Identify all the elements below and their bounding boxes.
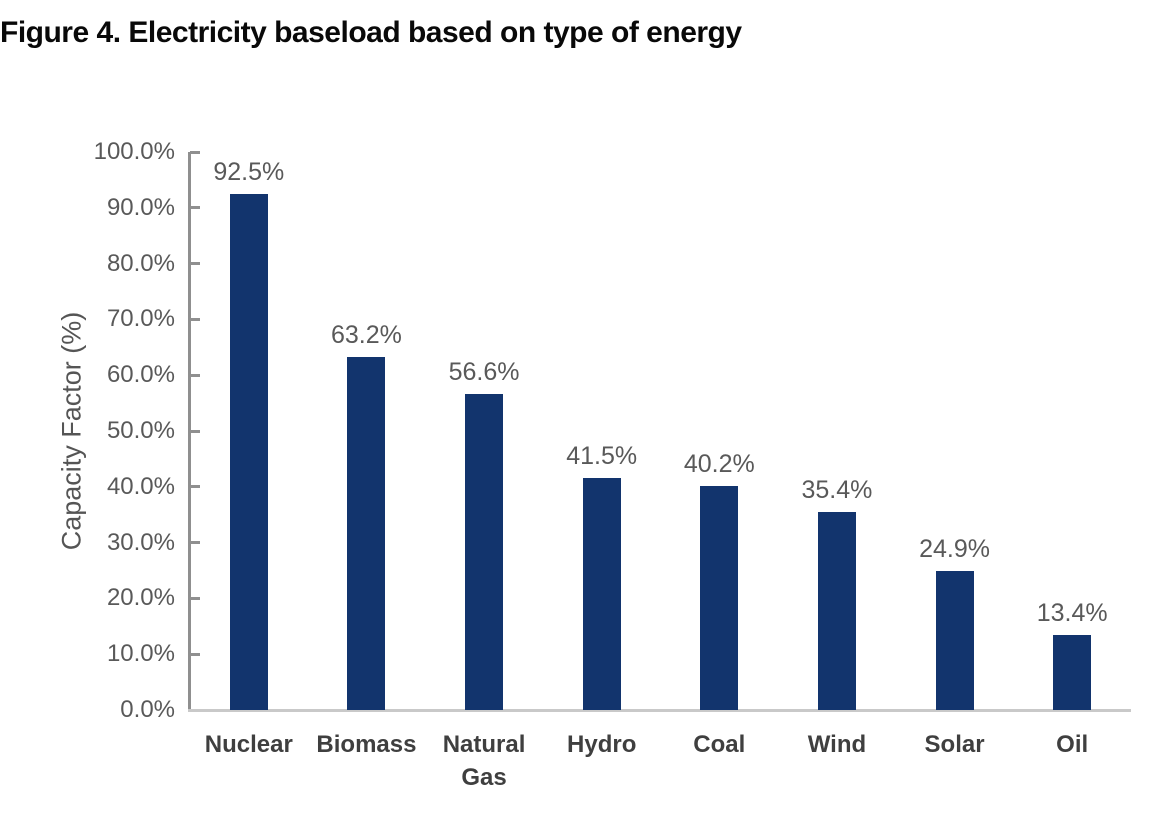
bar-value-label-oil: 13.4% xyxy=(1036,599,1108,628)
y-axis-tick xyxy=(190,485,200,489)
y-axis-tick xyxy=(190,262,200,266)
y-axis-tick-label: 30.0% xyxy=(106,528,175,556)
bar-wind xyxy=(817,512,856,710)
bar-value-label-nuclear: 92.5% xyxy=(213,157,285,186)
y-axis-tick xyxy=(190,150,200,154)
x-axis-line xyxy=(188,709,1131,712)
y-axis-tick-label: 90.0% xyxy=(106,193,175,221)
y-axis-tick xyxy=(190,541,200,545)
y-axis-tick-label: 70.0% xyxy=(106,305,175,333)
y-axis-tick-label: 0.0% xyxy=(120,696,175,723)
y-axis-tick-label: 50.0% xyxy=(106,417,175,444)
y-axis-tick xyxy=(190,317,200,321)
y-axis-tick-label: 40.0% xyxy=(106,472,175,500)
bar-value-label-coal: 40.2% xyxy=(683,449,755,478)
y-axis-tick xyxy=(190,373,200,377)
bar-coal xyxy=(700,485,739,710)
bar-solar xyxy=(935,571,974,710)
y-axis-tick-label: 10.0% xyxy=(106,640,175,668)
y-axis-tick xyxy=(190,652,200,656)
y-axis-tick-label: 100.0% xyxy=(93,138,175,165)
x-axis-label-biomass: Biomass xyxy=(316,731,417,758)
x-axis-label-wind: Wind xyxy=(807,731,867,758)
bar-hydro xyxy=(582,478,621,710)
bar-nuclear xyxy=(229,193,268,710)
bar-value-label-hydro: 41.5% xyxy=(566,442,638,471)
y-axis-tick-label: 20.0% xyxy=(106,584,175,612)
bar-oil xyxy=(1053,635,1092,710)
bar-biomass xyxy=(347,357,386,710)
bar-value-label-wind: 35.4% xyxy=(801,476,873,505)
x-axis-label-natural-gas: Natural Gas xyxy=(442,731,526,791)
figure-title: Figure 4. Electricity baseload based on … xyxy=(0,16,742,49)
x-axis-label-nuclear: Nuclear xyxy=(204,731,293,758)
x-axis-label-oil: Oil xyxy=(1056,731,1089,758)
bar-value-label-solar: 24.9% xyxy=(919,535,990,564)
bar-value-label-biomass: 63.2% xyxy=(330,321,402,350)
x-axis-label-solar: Solar xyxy=(924,731,985,758)
x-axis-label-hydro: Hydro xyxy=(567,731,637,758)
y-axis-tick-label: 60.0% xyxy=(106,361,175,389)
y-axis-tick xyxy=(190,206,200,210)
y-axis-tick xyxy=(190,429,200,433)
bar-value-label-natural-gas: 56.6% xyxy=(448,358,520,387)
y-axis-tick xyxy=(190,596,200,600)
x-axis-label-coal: Coal xyxy=(693,731,746,758)
y-axis-tick-label: 80.0% xyxy=(106,249,175,277)
y-axis-line xyxy=(188,152,191,710)
bar-natural-gas xyxy=(465,394,504,710)
